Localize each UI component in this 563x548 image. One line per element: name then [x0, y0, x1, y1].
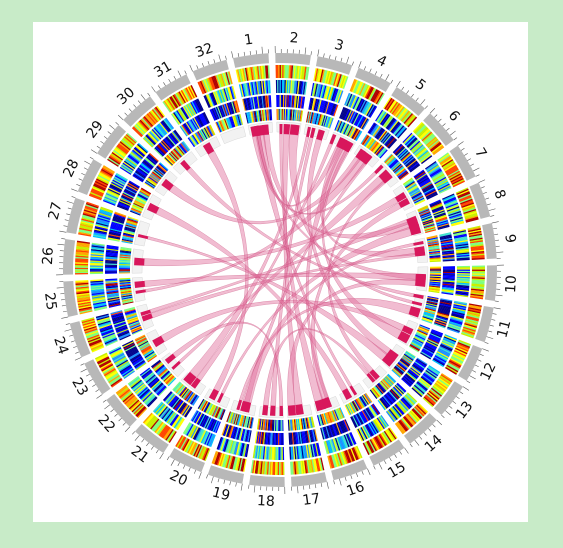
ideogram-5	[391, 86, 426, 117]
chromosome-label-6: 6	[445, 108, 463, 125]
ideogram-26	[62, 239, 76, 275]
chromosome-label-5: 5	[412, 76, 429, 94]
tick-marks	[56, 46, 504, 494]
ideogram-14	[404, 413, 437, 444]
ideogram-9	[482, 223, 497, 259]
ideogram-20	[169, 447, 205, 473]
ideogram-15	[369, 439, 405, 466]
chromosome-label-10: 10	[503, 275, 520, 294]
chromosome-label-24: 24	[50, 335, 71, 357]
chromosome-label-27: 27	[46, 200, 66, 221]
ideogram-6	[423, 113, 454, 146]
ideogram-3	[315, 56, 353, 75]
link-15-28	[155, 207, 348, 392]
ideogram-8	[469, 182, 491, 219]
ideogram-30	[123, 96, 156, 127]
ideogram-7	[449, 145, 476, 181]
chromosome-label-9: 9	[501, 233, 518, 244]
link-9-24	[150, 252, 416, 319]
ideogram-17	[291, 472, 327, 487]
ideogram-27	[66, 197, 85, 235]
ideogram-24	[69, 321, 91, 358]
link-25-10	[144, 272, 417, 288]
ideogram-13	[433, 381, 464, 416]
chromosome-label-25: 25	[41, 291, 59, 311]
ideogram-25	[63, 281, 78, 317]
chromosome-label-29: 29	[84, 118, 108, 142]
figure-panel: 1 2 3 4 5 6 7 8 9 10 11 12 13 14 15 16 17 18 19 20 21 22 23 24 2…	[33, 22, 528, 522]
chromosome-label-18: 18	[257, 493, 276, 510]
link-ribbons	[134, 123, 426, 417]
ideogram-16	[331, 459, 368, 481]
chromosome-label-26: 26	[40, 246, 57, 265]
chromosome-label-28: 28	[60, 157, 82, 180]
ideogram-2	[275, 52, 311, 66]
link-13-27	[147, 236, 388, 361]
ideogram-22	[106, 394, 137, 427]
chromosome-label-32: 32	[193, 40, 215, 61]
chromosome-label-31: 31	[151, 58, 174, 81]
circos-plot: 1 2 34567891011121314151617181920212223242…	[40, 30, 520, 510]
chromosome-label-20: 20	[167, 467, 190, 489]
chromosome-label-11: 11	[494, 318, 514, 339]
chromosome-label-12: 12	[477, 360, 499, 383]
chromosome-label-16: 16	[345, 479, 367, 500]
chromosome-label-7: 7	[471, 145, 489, 161]
ideogram-4	[355, 67, 391, 93]
ideogram-12	[457, 345, 483, 381]
ideogram-28	[77, 159, 103, 195]
ideogram-18	[249, 474, 285, 488]
chromosome-label-8: 8	[490, 188, 508, 202]
heatmap-tracks	[74, 64, 486, 476]
chromosome-label-1: 1	[243, 32, 254, 49]
ideogram-21	[134, 423, 169, 454]
ideogram-31	[155, 74, 191, 101]
chromosome-label-2: 2	[289, 30, 299, 47]
ideogram-11	[475, 305, 494, 343]
chromosome-label-14: 14	[422, 432, 446, 456]
ideogram-19	[207, 465, 245, 484]
ideogram-32	[192, 59, 229, 81]
ideogram-23	[84, 359, 111, 395]
chromosome-label-23: 23	[68, 375, 91, 398]
chromosome-label-21: 21	[128, 443, 152, 467]
chromosome-label-17: 17	[301, 491, 321, 509]
chromosome-label-22: 22	[94, 412, 118, 436]
chromosome-label-3: 3	[333, 37, 346, 55]
chromosome-label-4: 4	[374, 52, 389, 70]
chromosome-label-13: 13	[453, 398, 477, 422]
chromosome-label-19: 19	[210, 484, 231, 504]
chromosome-label-30: 30	[114, 84, 138, 108]
chromosome-ideograms	[62, 52, 498, 488]
chromosome-label-15: 15	[385, 459, 408, 482]
ideogram-29	[96, 124, 127, 159]
ideogram-1	[233, 53, 269, 68]
ideogram-10	[484, 265, 498, 301]
